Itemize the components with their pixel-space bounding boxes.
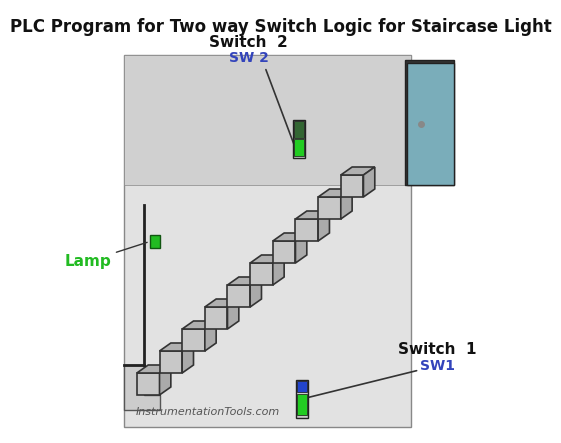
Text: SW 2: SW 2 <box>229 51 269 65</box>
Polygon shape <box>318 211 329 241</box>
Polygon shape <box>296 219 318 241</box>
Text: PLC Program for Two way Switch Logic for Staircase Light: PLC Program for Two way Switch Logic for… <box>10 18 551 36</box>
Bar <box>294 121 304 138</box>
Polygon shape <box>250 277 261 307</box>
Polygon shape <box>341 175 364 197</box>
Polygon shape <box>273 241 296 263</box>
Polygon shape <box>205 299 239 307</box>
Bar <box>297 394 307 416</box>
Polygon shape <box>296 233 307 263</box>
Text: Lamp: Lamp <box>64 242 147 269</box>
Polygon shape <box>250 255 284 263</box>
Polygon shape <box>364 167 375 197</box>
Polygon shape <box>228 277 261 285</box>
Polygon shape <box>182 321 216 329</box>
Polygon shape <box>137 373 159 395</box>
Polygon shape <box>228 285 250 307</box>
Polygon shape <box>318 189 352 197</box>
Text: InstrumentationTools.com: InstrumentationTools.com <box>136 407 280 417</box>
Polygon shape <box>296 211 329 219</box>
Bar <box>150 235 160 248</box>
Polygon shape <box>341 189 352 219</box>
Polygon shape <box>124 365 159 410</box>
Bar <box>294 139 304 156</box>
Polygon shape <box>182 329 205 351</box>
Polygon shape <box>182 343 194 373</box>
Text: Switch  1: Switch 1 <box>398 342 476 358</box>
Polygon shape <box>273 233 307 241</box>
Text: Switch  2: Switch 2 <box>209 35 288 50</box>
Polygon shape <box>205 307 228 329</box>
Text: SW1: SW1 <box>420 359 454 373</box>
Polygon shape <box>250 263 273 285</box>
Polygon shape <box>205 321 216 351</box>
Polygon shape <box>228 299 239 329</box>
Polygon shape <box>159 351 182 373</box>
Polygon shape <box>273 255 284 285</box>
Bar <box>297 381 307 392</box>
Polygon shape <box>137 365 171 373</box>
Bar <box>124 55 411 185</box>
Polygon shape <box>159 365 171 395</box>
Polygon shape <box>318 197 341 219</box>
Bar <box>293 120 305 158</box>
Polygon shape <box>159 343 194 351</box>
Bar <box>296 380 307 418</box>
Bar <box>404 60 454 185</box>
Bar <box>124 55 411 427</box>
Polygon shape <box>341 167 375 175</box>
Bar <box>407 63 454 185</box>
